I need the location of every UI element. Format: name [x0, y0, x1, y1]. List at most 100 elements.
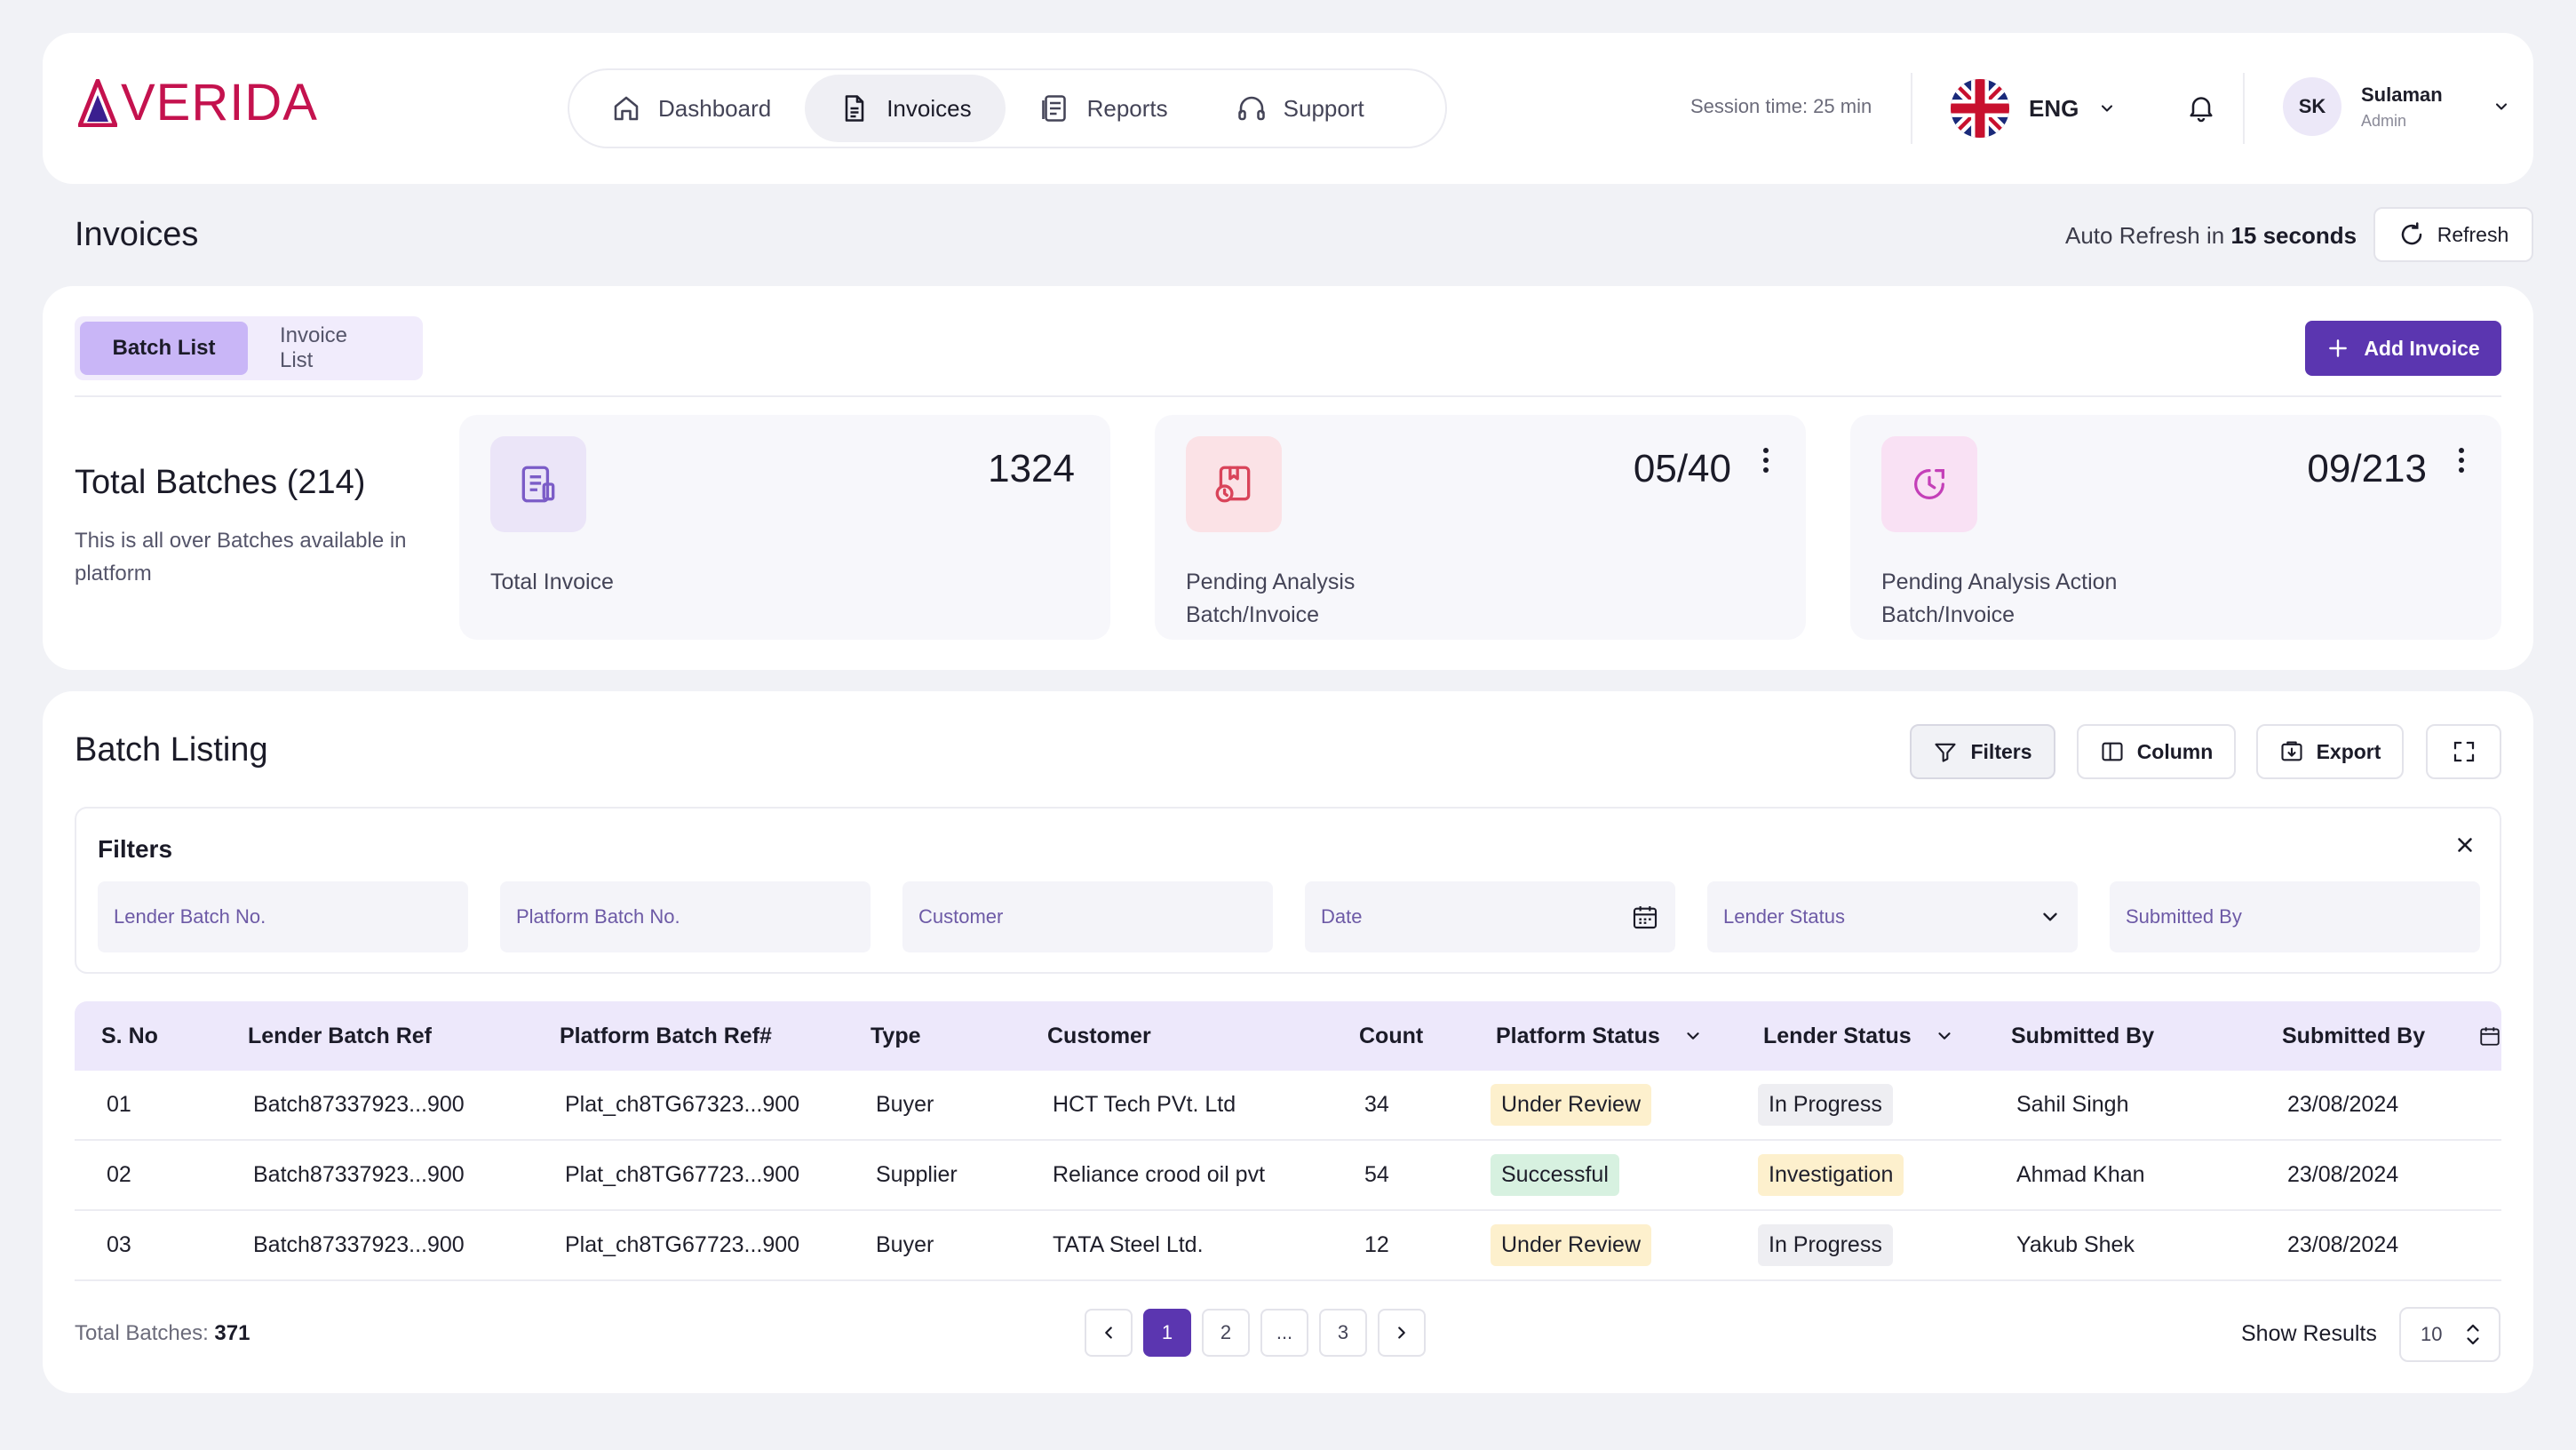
report-icon	[1041, 95, 1066, 122]
cell-platform-ref: Plat_ch8TG67723...900	[565, 1162, 800, 1187]
filter-placeholder: Customer	[918, 905, 1004, 928]
refresh-button[interactable]: Refresh	[2373, 207, 2533, 262]
col-customer[interactable]: Customer	[1047, 1023, 1151, 1048]
fullscreen-button[interactable]	[2426, 724, 2501, 779]
header-divider	[2243, 73, 2245, 144]
cell-platform-status: Under Review	[1491, 1071, 1652, 1139]
cell-lender-status: In Progress	[1758, 1071, 1893, 1139]
total-batches-count: Total Batches: 371	[75, 1321, 250, 1346]
user-menu[interactable]: SK Sulaman Admin	[2283, 77, 2510, 136]
cell-type: Buyer	[876, 1092, 934, 1117]
table-settings-button[interactable]	[2478, 1001, 2501, 1071]
nav-invoices[interactable]: Invoices	[805, 75, 1006, 142]
nav-reports[interactable]: Reports	[1006, 75, 1202, 142]
columns-icon	[2102, 742, 2123, 761]
notifications-button[interactable]	[2185, 92, 2217, 123]
filter-placeholder: Lender Batch No.	[114, 905, 266, 928]
cell-lender-ref: Batch87337923...900	[253, 1232, 465, 1257]
cell-submitted-by: Yakub Shek	[2016, 1232, 2135, 1257]
table-row[interactable]: 02 Batch87337923...900 Plat_ch8TG67723..…	[75, 1141, 2501, 1211]
customer-input[interactable]: Customer	[902, 881, 1273, 952]
submitted-by-input[interactable]: Submitted By	[2110, 881, 2480, 952]
cell-platform-ref: Plat_ch8TG67723...900	[565, 1232, 800, 1257]
stat-label: Pending Analysis Action Batch/Invoice	[1881, 570, 2118, 627]
home-icon	[614, 96, 639, 121]
col-submitted-on[interactable]: Submitted By	[2282, 1023, 2426, 1048]
col-platform-batch-ref[interactable]: Platform Batch Ref#	[560, 1023, 772, 1048]
cell-submitted-by: Ahmad Khan	[2016, 1162, 2145, 1187]
col-submitted-by[interactable]: Submitted By	[2011, 1023, 2155, 1048]
page-button[interactable]: 2	[1202, 1309, 1250, 1357]
page-button[interactable]: 3	[1319, 1309, 1367, 1357]
add-invoice-label: Add Invoice	[2364, 336, 2480, 360]
total-batches-label: Total Batches:	[75, 1321, 209, 1345]
logo-text: VERIDA	[121, 74, 318, 131]
cell-type: Supplier	[876, 1162, 958, 1187]
bell-icon	[2190, 97, 2213, 123]
status-badge: In Progress	[1758, 1224, 1893, 1266]
user-name: Sulaman	[2361, 83, 2443, 106]
stat-menu-button[interactable]	[2457, 447, 2466, 474]
view-tabs: Batch List Invoice List	[75, 316, 423, 380]
analysis-icon	[1215, 466, 1251, 503]
nav-support-label: Support	[1283, 94, 1364, 122]
col-lender-status[interactable]: Lender Status	[1763, 1001, 1954, 1071]
filter-placeholder: Submitted By	[2126, 905, 2242, 928]
prev-page-button[interactable]	[1085, 1309, 1133, 1357]
col-sno[interactable]: S. No	[101, 1023, 158, 1048]
export-icon	[2281, 741, 2302, 761]
results-per-page-select[interactable]: 10	[2399, 1307, 2500, 1362]
stat-label: Total Invoice	[490, 570, 614, 594]
export-button[interactable]: Export	[2256, 724, 2404, 779]
nav-support[interactable]: Support	[1202, 75, 1398, 142]
filters-button[interactable]: Filters	[1910, 724, 2055, 779]
chevron-updown-icon	[2467, 1324, 2479, 1345]
stat-icon-box	[1881, 436, 1977, 532]
filter-placeholder: Platform Batch No.	[516, 905, 680, 928]
stat-icon-box	[490, 436, 586, 532]
status-badge: Under Review	[1491, 1224, 1652, 1266]
nav-dashboard[interactable]: Dashboard	[576, 75, 805, 142]
table-row[interactable]: 01 Batch87337923...900 Plat_ch8TG67323..…	[75, 1071, 2501, 1141]
tab-batch-list[interactable]: Batch List	[80, 322, 248, 375]
cell-customer: TATA Steel Ltd.	[1053, 1232, 1204, 1257]
col-lender-batch-ref[interactable]: Lender Batch Ref	[248, 1023, 432, 1048]
col-type[interactable]: Type	[871, 1023, 921, 1048]
cell-platform-status: Successful	[1491, 1141, 1619, 1209]
lender-status-select[interactable]: Lender Status	[1707, 881, 2078, 952]
stat-menu-button[interactable]	[1761, 447, 1770, 474]
filter-placeholder: Date	[1321, 905, 1363, 928]
cell-lender-status: In Progress	[1758, 1211, 1893, 1279]
close-filters-button[interactable]	[2453, 833, 2477, 856]
more-vertical-icon	[1763, 448, 1769, 473]
calendar-icon	[1633, 906, 1658, 929]
page-title: Invoices	[75, 216, 199, 253]
date-input[interactable]: Date	[1305, 881, 1675, 952]
page-ellipsis: ...	[1260, 1309, 1308, 1357]
chevron-right-icon	[1398, 1327, 1405, 1339]
tab-invoice-list[interactable]: Invoice List	[279, 323, 348, 372]
column-button[interactable]: Column	[2077, 724, 2236, 779]
page-button[interactable]: 1	[1143, 1309, 1191, 1357]
platform-batch-no-input[interactable]: Platform Batch No.	[500, 881, 871, 952]
language-selector[interactable]: ENG	[1951, 79, 2116, 138]
auto-refresh-prefix: Auto Refresh in	[2065, 222, 2225, 249]
chevron-down-icon	[1687, 1032, 1699, 1040]
table-row[interactable]: 03 Batch87337923...900 Plat_ch8TG67723..…	[75, 1211, 2501, 1281]
cell-lender-ref: Batch87337923...900	[253, 1162, 465, 1187]
refresh-label: Refresh	[2437, 222, 2509, 246]
close-icon	[2458, 838, 2472, 852]
col-platform-status[interactable]: Platform Status	[1496, 1001, 1703, 1071]
add-invoice-button[interactable]: Add Invoice	[2305, 321, 2501, 376]
lender-batch-no-input[interactable]: Lender Batch No.	[98, 881, 468, 952]
stat-value: 09/213	[2307, 447, 2427, 490]
col-count[interactable]: Count	[1359, 1023, 1424, 1048]
filters-panel: Filters Lender Batch No. Platform Batch …	[75, 807, 2501, 974]
cell-lender-status: Investigation	[1758, 1141, 1904, 1209]
logo[interactable]: VERIDA	[78, 77, 318, 129]
cell-submitted-by: Sahil Singh	[2016, 1092, 2129, 1117]
uk-flag-icon	[1951, 79, 2009, 138]
next-page-button[interactable]	[1378, 1309, 1426, 1357]
show-results-label: Show Results	[2241, 1321, 2377, 1346]
cell-sno: 02	[107, 1162, 131, 1187]
